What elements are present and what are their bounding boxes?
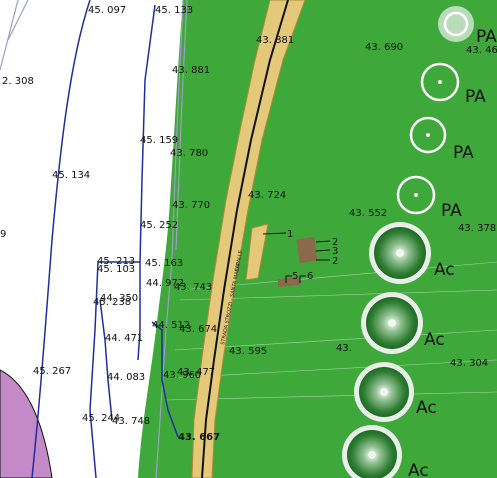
tree-pa-2 [418, 60, 462, 104]
grass-area [138, 0, 497, 478]
elevation-label: 43. 780 [170, 148, 208, 159]
elevation-label: 45. 103 [97, 264, 135, 275]
elevation-label: 45. 133 [155, 5, 193, 16]
marker-number: 2 [332, 256, 338, 267]
tree-ac-2 [361, 292, 423, 354]
building-1 [245, 223, 269, 281]
tree-pa-group [394, 6, 474, 217]
tree-pa-1 [438, 6, 474, 42]
tree-label: Ac [416, 398, 437, 418]
road-name-label: CAPALLE [234, 250, 244, 273]
elevation-label: 45. 267 [33, 366, 71, 377]
elevation-label: 45. 252 [140, 220, 178, 231]
boundary-lines [0, 0, 188, 478]
tree-label: Ac [424, 330, 445, 350]
tree-ac-3 [354, 362, 414, 422]
pond-area [0, 369, 53, 478]
tree-label: PA [476, 27, 497, 47]
elevation-label: 44. 083 [107, 372, 145, 383]
tree-pa-4 [394, 173, 438, 217]
marker-number: 5 [292, 271, 298, 282]
elevation-label: 43. 595 [229, 346, 267, 357]
elevation-label: 44. 350 [100, 293, 138, 304]
elevation-label: 43. 674 [179, 324, 217, 335]
grass-hatch-lines [164, 261, 497, 401]
elevation-label: 43. 881 [172, 65, 210, 76]
tree-label: Ac [408, 461, 429, 478]
building-3 [277, 276, 301, 288]
road-body [191, 0, 306, 478]
tree-pa-3 [408, 115, 448, 155]
tree-label: PA [465, 87, 486, 107]
elevation-label: 43. 748 [112, 416, 150, 427]
elevation-label: 43. 378 [458, 223, 496, 234]
building-2 [296, 236, 318, 264]
tree-label: PA [441, 201, 462, 221]
elevation-label: 45. 213 [97, 256, 135, 267]
road-centerline [201, 0, 289, 478]
elevation-label: 43. 667 [178, 432, 220, 443]
marker-number: 3 [332, 246, 338, 257]
elevation-labels: 45. 097 45. 133 43. 881 43. 690 43. 46 2… [0, 5, 497, 443]
marker-leaders [262, 232, 331, 283]
elevation-label: 43. [336, 343, 352, 354]
elevation-label: 43. 960 [163, 370, 201, 381]
tree-ac-group [342, 222, 431, 478]
marker-number: 1 [287, 229, 293, 240]
elevation-label: 43. 552 [349, 208, 387, 219]
tree-ac-4 [342, 425, 402, 478]
tree-ac-1 [369, 222, 431, 284]
elevation-label: 43. 743 [174, 282, 212, 293]
elevation-label: 43. 881 [256, 35, 294, 46]
elevation-label: 45. 097 [88, 5, 126, 16]
marker-number: 6 [307, 271, 313, 282]
contour-lines [31, 0, 179, 478]
elevation-label: 45. 238 [93, 297, 131, 308]
elevation-label: 43. 770 [172, 200, 210, 211]
tree-label: Ac [434, 260, 455, 280]
elevation-label: 43. 477 [177, 367, 215, 378]
elevation-label: 44. 512 [152, 320, 190, 331]
elevation-label: 43. 46 [466, 45, 497, 56]
elevation-label: 45. 163 [145, 258, 183, 269]
elevation-label: 43. 724 [248, 190, 286, 201]
elevation-label: 45. 159 [140, 135, 178, 146]
elevation-label: 2. 308 [2, 76, 34, 87]
marker-number: 2 [332, 237, 338, 248]
tree-label: PA [453, 143, 474, 163]
elevation-label: 45. 244 [82, 413, 120, 424]
elevation-label: 43. 304 [450, 358, 488, 369]
elevation-label: 43. 690 [365, 42, 403, 53]
elevation-label: 44. 471 [105, 333, 143, 344]
building-markers: 1 2 3 2 5 6 [287, 229, 338, 282]
elevation-label: 45. 134 [52, 170, 90, 181]
elevation-label: 9 [0, 229, 6, 240]
tree-species-labels: PA PA PA PA Ac Ac Ac Ac [408, 27, 497, 478]
elevation-label: 44. 972 [146, 278, 184, 289]
